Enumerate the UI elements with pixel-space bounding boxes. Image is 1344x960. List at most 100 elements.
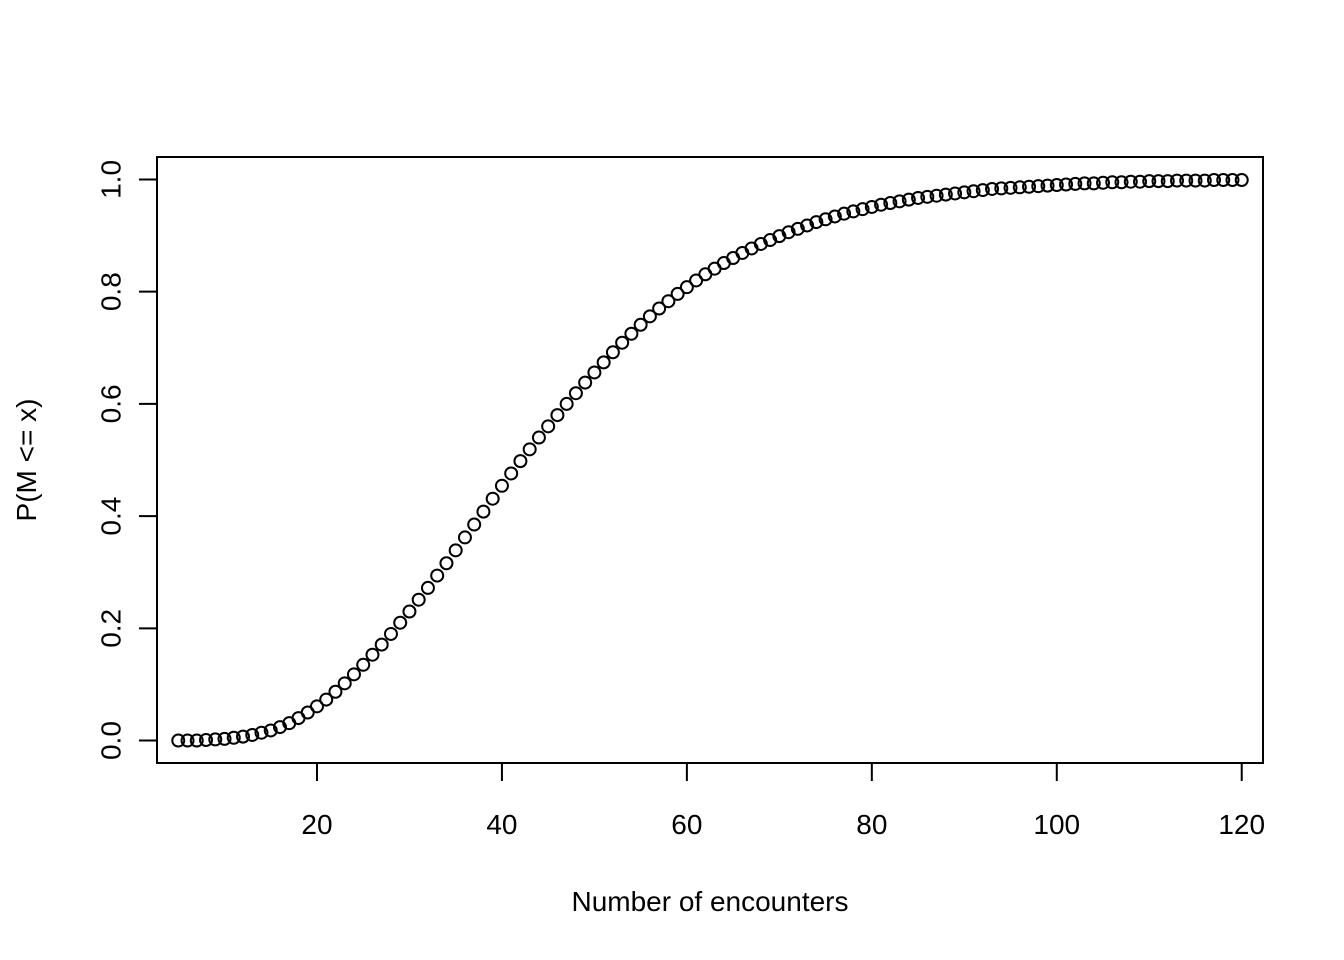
data-point — [642, 309, 657, 324]
data-point — [365, 647, 380, 662]
data-point — [615, 335, 630, 350]
data-point — [670, 286, 685, 301]
x-tick-label: 80 — [856, 809, 887, 840]
data-point — [948, 186, 963, 201]
data-point — [1114, 175, 1129, 190]
y-tick-label: 0.8 — [96, 272, 127, 311]
data-point — [1096, 175, 1111, 190]
data-point — [263, 723, 278, 738]
data-point — [1234, 173, 1249, 188]
data-point — [920, 189, 935, 204]
data-point — [1031, 179, 1046, 194]
y-tick-label: 1.0 — [96, 160, 127, 199]
data-point — [1012, 180, 1027, 195]
y-tick-label: 0.0 — [96, 721, 127, 760]
x-tick-label: 100 — [1033, 809, 1080, 840]
data-point — [1049, 178, 1064, 193]
x-axis: 20 40 60 80 100 120 — [301, 762, 1265, 840]
data-point — [550, 408, 565, 423]
data-point — [652, 301, 667, 316]
data-point — [892, 194, 907, 209]
data-point — [818, 212, 833, 227]
data-point — [494, 478, 509, 493]
data-point — [985, 181, 1000, 196]
data-point — [199, 732, 214, 747]
data-point — [864, 199, 879, 214]
data-point — [180, 733, 195, 748]
data-point — [929, 188, 944, 203]
data-point — [457, 530, 472, 545]
data-point — [439, 556, 454, 571]
data-point — [346, 667, 361, 682]
data-point — [1179, 173, 1194, 188]
data-point — [208, 732, 223, 747]
data-point — [1197, 173, 1212, 188]
data-point — [578, 375, 593, 390]
data-point — [1151, 174, 1166, 189]
data-point — [800, 218, 815, 233]
data-point — [587, 365, 602, 380]
data-point — [504, 466, 519, 481]
data-point — [448, 543, 463, 558]
data-point — [1105, 175, 1120, 190]
data-point — [1142, 174, 1157, 189]
data-point — [1225, 173, 1240, 188]
data-point — [1169, 173, 1184, 188]
data-point — [485, 491, 500, 506]
data-point — [1206, 173, 1221, 188]
x-axis-label: Number of encounters — [571, 886, 848, 917]
data-point — [596, 355, 611, 370]
data-point — [430, 568, 445, 583]
data-point — [393, 615, 408, 630]
data-point — [1123, 174, 1138, 189]
data-point — [411, 592, 426, 607]
data-point — [522, 442, 537, 457]
data-point — [874, 197, 889, 212]
data-point — [189, 733, 204, 748]
data-point — [309, 699, 324, 714]
data-points — [171, 173, 1249, 748]
data-point — [911, 190, 926, 205]
data-point — [661, 294, 676, 309]
data-point — [966, 184, 981, 199]
data-point — [541, 419, 556, 434]
data-point — [319, 692, 334, 707]
data-point — [254, 725, 269, 740]
data-point — [217, 731, 232, 746]
data-point — [1040, 178, 1055, 193]
data-point — [337, 676, 352, 691]
data-point — [356, 657, 371, 672]
data-point — [226, 730, 241, 745]
data-point — [633, 317, 648, 332]
data-point — [837, 206, 852, 221]
data-point — [827, 209, 842, 224]
data-point — [328, 684, 343, 699]
data-point — [513, 454, 528, 469]
data-point — [383, 626, 398, 641]
data-point — [781, 225, 796, 240]
y-tick-label: 0.2 — [96, 609, 127, 648]
data-point — [420, 580, 435, 595]
data-point — [1068, 176, 1083, 191]
x-tick-label: 20 — [301, 809, 332, 840]
data-point — [374, 637, 389, 652]
data-point — [883, 196, 898, 211]
x-tick-label: 120 — [1218, 809, 1265, 840]
data-point — [171, 733, 186, 748]
data-point — [624, 326, 639, 341]
data-point — [1160, 174, 1175, 189]
data-point — [1133, 174, 1148, 189]
y-tick-label: 0.6 — [96, 384, 127, 423]
data-point — [236, 729, 251, 744]
data-point — [245, 727, 260, 742]
data-point — [531, 430, 546, 445]
y-axis: 0.0 0.2 0.4 0.6 0.8 1.0 — [96, 160, 158, 760]
data-point — [467, 517, 482, 532]
data-point — [402, 604, 417, 619]
data-point — [975, 183, 990, 198]
x-tick-label: 40 — [486, 809, 517, 840]
data-point — [790, 221, 805, 236]
data-point — [1086, 176, 1101, 191]
